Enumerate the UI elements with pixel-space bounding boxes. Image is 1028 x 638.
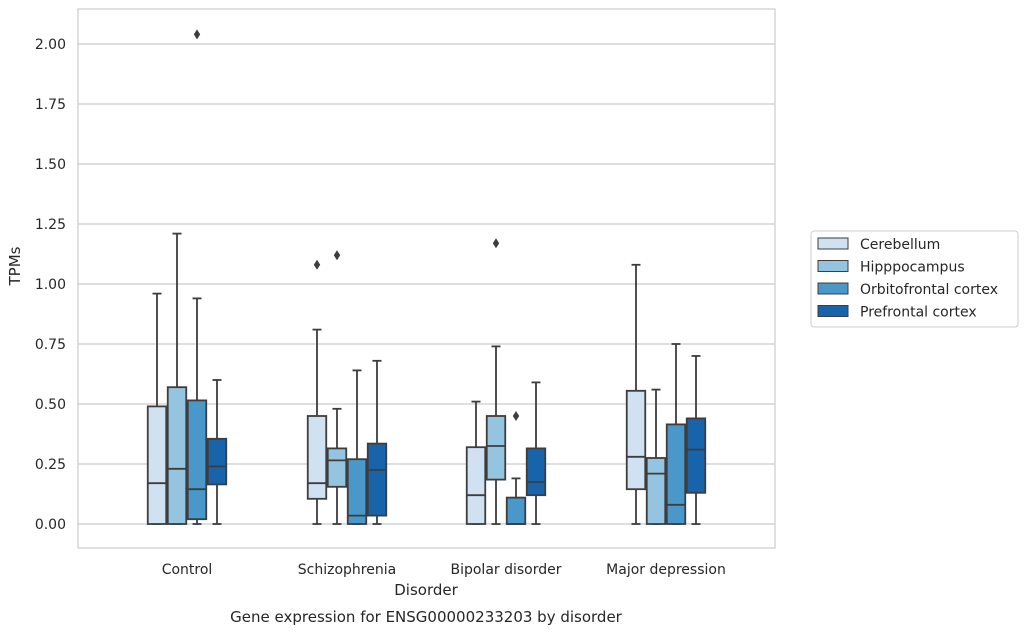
y-tick-label: 1.00 [35,277,66,293]
box-iqr [326,447,348,488]
outlier-point [193,29,201,40]
legend-label: Prefrontal cortex [860,305,977,321]
y-tick-label: 1.25 [35,217,66,233]
box-iqr [166,386,188,525]
legend-label: Hipppocampus [860,260,965,276]
box-iqr [485,415,507,481]
box-orbitofrontal-cortex [665,343,687,525]
legend-label: Orbitofrontal cortex [860,282,998,298]
x-tick-label: Major depression [606,562,726,578]
legend-swatch [817,282,849,295]
y-axis-ticks: 0.00 0.25 0.50 0.75 1.00 1.25 1.50 1.75 2.00 [35,37,66,533]
x-tick-label: Schizophrenia [298,562,396,578]
box-iqr [206,437,228,486]
box-prefrontal-cortex [525,381,547,525]
box-orbitofrontal-cortex [505,411,527,525]
box-hipppocampus [166,232,188,525]
box-iqr [146,405,168,525]
box-iqr [366,442,388,517]
x-axis-ticks: Control Schizophrenia Bipolar disorder Majo… [162,562,726,578]
legend-label: Cerebellum [860,237,940,253]
box-orbitofrontal-cortex [186,29,208,525]
box-iqr [465,446,487,525]
x-tick-label: Bipolar disorder [450,562,561,578]
box-series [146,29,707,525]
box-iqr [685,417,707,494]
legend-item: Hipppocampus [817,260,965,276]
outlier-point [492,238,500,249]
outlier-point [512,411,520,421]
plot-area-frame [77,8,776,549]
box-hipppocampus [645,388,667,525]
legend-item: Cerebellum [817,237,940,253]
box-prefrontal-cortex [685,355,707,525]
box-iqr [665,423,687,525]
y-tick-label: 0.00 [35,517,66,533]
legend-item: Orbitofrontal cortex [817,282,998,298]
y-tick-label: 1.75 [35,97,66,113]
box-iqr [306,415,328,500]
y-tick-label: 1.50 [35,157,66,173]
box-iqr [525,447,547,497]
legend-swatch [817,237,849,250]
x-axis-label: Disorder [394,581,458,599]
box-cerebellum [306,259,328,525]
box-prefrontal-cortex [366,359,388,525]
legend-item: Prefrontal cortex [817,305,977,321]
box-prefrontal-cortex [206,379,228,525]
box-iqr [645,457,667,525]
x-tick-label: Control [162,562,213,578]
box-iqr [346,458,368,525]
box-cerebellum [465,400,487,525]
y-tick-label: 0.50 [35,397,66,413]
chart-caption: Gene expression for ENSG00000233203 by d… [230,608,623,626]
box-iqr [625,389,647,491]
box-hipppocampus [326,250,348,525]
box-cerebellum [146,292,168,525]
legend-frame [810,230,1019,328]
outlier-point [333,250,341,261]
outlier-point [313,259,321,270]
y-tick-label: 2.00 [35,37,66,53]
box-iqr [505,496,527,525]
y-tick-label: 0.75 [35,337,66,353]
box-cerebellum [625,263,647,525]
y-axis-label: TPMs [6,246,24,286]
y-tick-label: 0.25 [35,457,66,473]
legend: Cerebellum Hipppocampus Orbitofrontal cort… [810,230,1019,328]
box-orbitofrontal-cortex [346,369,368,525]
legend-swatch [817,260,849,272]
box-iqr [186,399,208,521]
legend-swatch [817,305,849,317]
box-hipppocampus [485,238,507,525]
